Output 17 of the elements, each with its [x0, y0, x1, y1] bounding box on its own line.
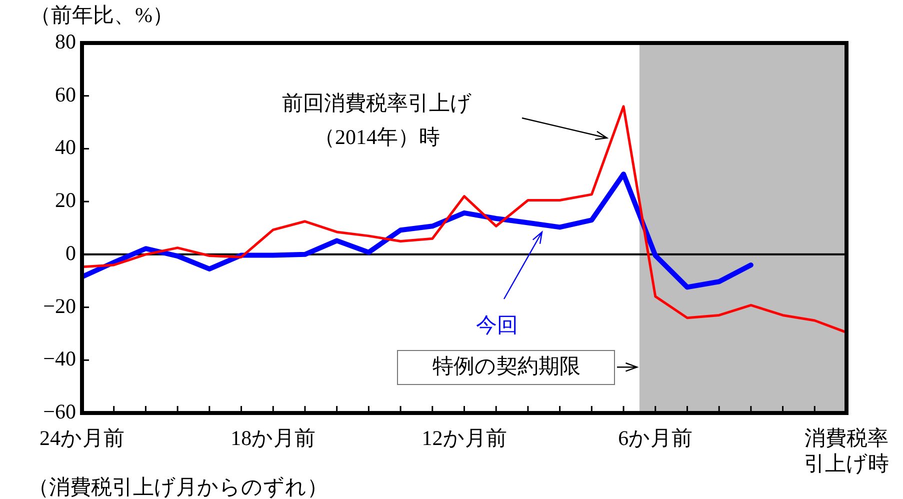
y-tick-label: 20: [55, 188, 76, 212]
y-tick-label: 40: [55, 135, 76, 160]
x-tick-label: 消費税率引上げ時: [804, 426, 889, 476]
x-tick-label: 18か月前: [230, 426, 316, 450]
y-axis-title: （前年比、%）: [30, 3, 174, 27]
y-tick-label: 0: [66, 240, 76, 265]
y-tick-label: 80: [55, 30, 76, 54]
x-tick-label: 6か月前: [618, 426, 693, 450]
x-tick-label: 12か月前: [422, 426, 507, 450]
y-tick-label: −20: [43, 294, 76, 318]
x-axis-title: （消費税引上げ月からのずれ）: [28, 475, 328, 499]
y-tick-label: −40: [43, 346, 76, 371]
text: 今回: [476, 313, 518, 337]
x-tick-label: 24か月前: [40, 426, 124, 450]
text: 前回消費税率引上げ（2014年）時: [282, 91, 472, 149]
y-tick-label: 60: [55, 82, 76, 106]
y-tick-label: −60: [43, 400, 76, 424]
